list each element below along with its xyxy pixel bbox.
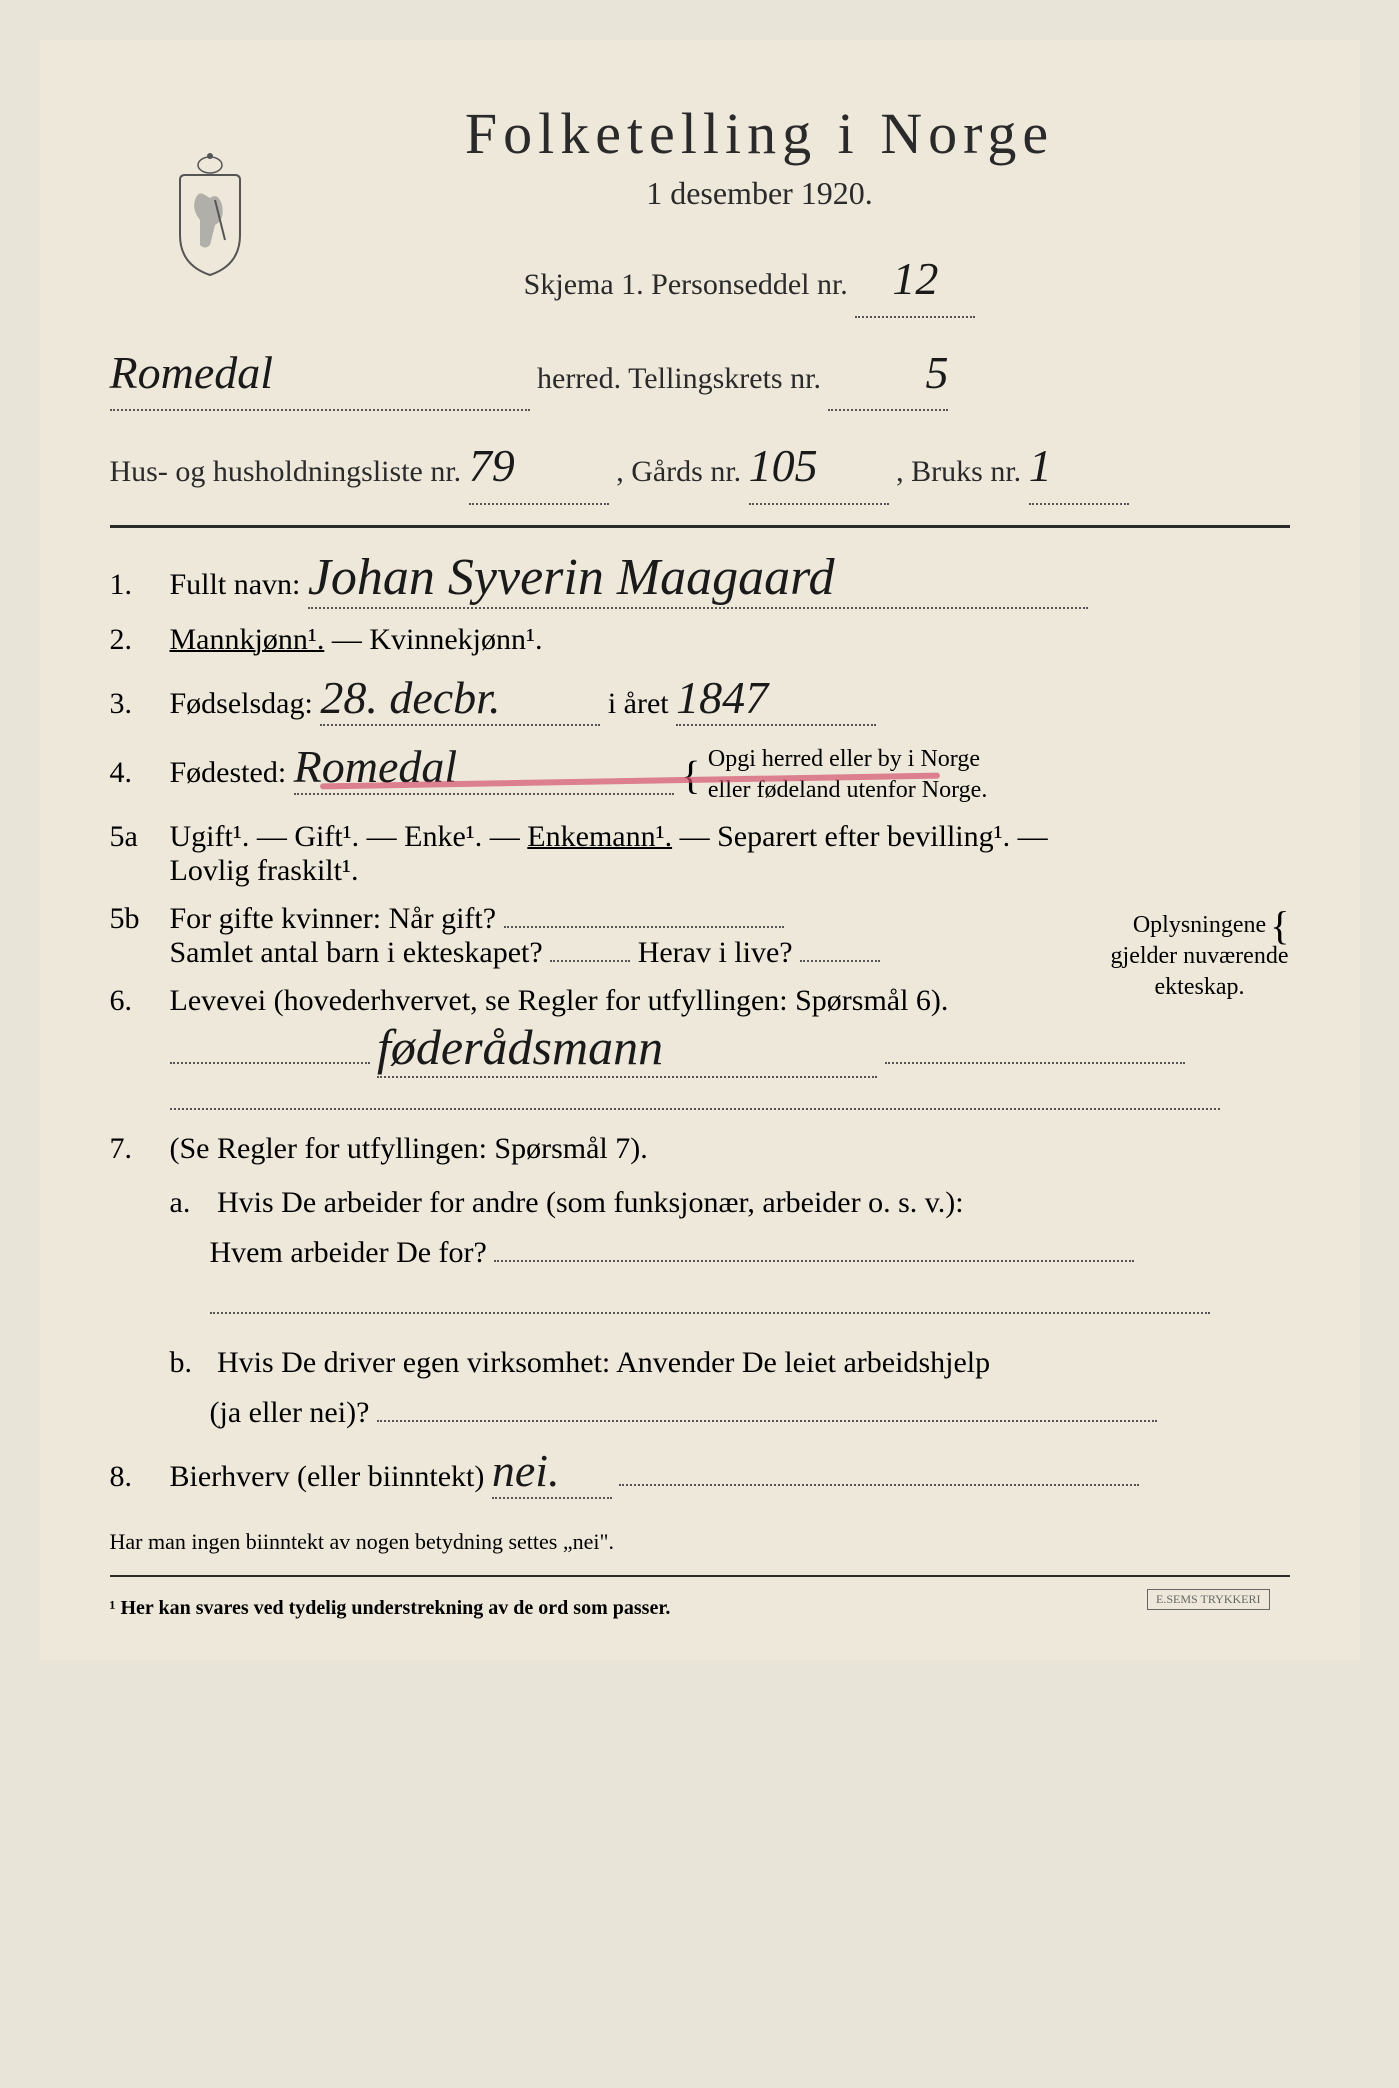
q5b-note3: ekteskap.: [1155, 974, 1245, 1000]
skjema-label: Skjema 1. Personseddel nr.: [524, 268, 848, 301]
q8-value: nei.: [492, 1444, 612, 1499]
q3-row: 3. Fødselsdag: 28. decbr. i året 1847: [110, 671, 1290, 726]
q7b-line2: (ja eller nei)?: [210, 1396, 370, 1429]
tellingskrets-nr: 5: [828, 336, 948, 412]
q7a-blank: [494, 1260, 1134, 1262]
bruks-nr: 1: [1029, 429, 1129, 505]
personseddel-nr: 12: [855, 242, 975, 318]
q5b-label1: For gifte kvinner: Når gift?: [170, 902, 497, 935]
q5a-ugift: Ugift¹.: [170, 820, 250, 853]
q6-num: 6.: [110, 984, 170, 1018]
q5b-label3: Herav i live?: [638, 936, 793, 969]
q5a-row: 5a Ugift¹. — Gift¹. — Enke¹. — Enkemann¹…: [110, 820, 1290, 888]
gards-label: , Gårds nr.: [616, 455, 741, 488]
q7b-blank: [377, 1420, 1157, 1422]
q4-num: 4.: [110, 756, 170, 790]
q7a-blank2: [210, 1286, 1210, 1314]
q5b-note1: Oplysningene: [1133, 912, 1266, 938]
skjema-line: Skjema 1. Personseddel nr. 12: [210, 242, 1290, 318]
q8-blank: [619, 1484, 1139, 1486]
q2-num: 2.: [110, 623, 170, 657]
q6-row: 6. Levevei (hovederhvervet, se Regler fo…: [110, 984, 1290, 1118]
q5a-num: 5a: [110, 820, 170, 854]
footnote-1: Har man ingen biinntekt av nogen betydni…: [110, 1529, 1290, 1555]
q7b-letter: b.: [170, 1346, 210, 1380]
q2-row: 2. Mannkjønn¹. — Kvinnekjønn¹.: [110, 623, 1290, 657]
q3-day: 28. decbr.: [320, 671, 600, 726]
q7a-line2: Hvem arbeider De for?: [210, 1236, 487, 1269]
q2-kvinne: Kvinnekjønn¹.: [369, 623, 542, 656]
main-title: Folketelling i Norge: [230, 100, 1290, 167]
q5a-gift: Gift¹.: [294, 820, 359, 853]
herred-label: herred. Tellingskrets nr.: [537, 362, 821, 395]
q5b-blank3: [800, 960, 880, 962]
q6-value: føderådsmann: [377, 1018, 877, 1078]
q5b-num: 5b: [110, 902, 170, 936]
bruks-label: , Bruks nr.: [896, 455, 1021, 488]
q3-num: 3.: [110, 687, 170, 721]
divider-bottom: [110, 1575, 1290, 1577]
q5b-note: Oplysningene gjelder nuværende ekteskap.: [1100, 910, 1300, 1004]
q1-row: 1. Fullt navn: Johan Syverin Maagaard: [110, 548, 1290, 609]
q8-row: 8. Bierhverv (eller biinntekt) nei.: [110, 1444, 1290, 1499]
q2-mann: Mannkjønn¹.: [170, 623, 325, 656]
divider-top: [110, 525, 1290, 528]
census-form-page: Folketelling i Norge 1 desember 1920. Sk…: [40, 40, 1360, 1660]
hus-label: Hus- og husholdningsliste nr.: [110, 455, 462, 488]
q8-label: Bierhverv (eller biinntekt): [170, 1460, 485, 1493]
title-block: Folketelling i Norge 1 desember 1920.: [230, 100, 1290, 212]
q7a-letter: a.: [170, 1186, 210, 1220]
q5b-blank1: [504, 926, 784, 928]
q3-mid: i året: [608, 687, 676, 720]
q5a-enkemann: Enkemann¹.: [527, 820, 672, 853]
printer-stamp: E.SEMS TRYKKERI: [1147, 1589, 1269, 1610]
gards-nr: 105: [749, 429, 889, 505]
q7-num: 7.: [110, 1132, 170, 1166]
brace-icon: {: [681, 752, 700, 797]
q3-year: 1847: [676, 671, 876, 726]
q5b-note2: gjelder nuværende: [1111, 943, 1289, 969]
q1-value: Johan Syverin Maagaard: [308, 548, 1088, 609]
q5a-enke: Enke¹.: [404, 820, 482, 853]
q4-label: Fødested:: [170, 756, 287, 789]
q3-label: Fødselsdag:: [170, 687, 313, 720]
q6-blank-line: [170, 1078, 1220, 1110]
q7a-line1: Hvis De arbeider for andre (som funksjon…: [217, 1186, 964, 1219]
q7b-line1: Hvis De driver egen virksomhet: Anvender…: [217, 1346, 990, 1379]
q5b-blank2: [550, 960, 630, 962]
subtitle: 1 desember 1920.: [230, 175, 1290, 212]
footnote-2: ¹ Her kan svares ved tydelig understrekn…: [110, 1597, 1290, 1620]
q6-label: Levevei (hovederhvervet, se Regler for u…: [170, 984, 949, 1017]
q2-dash: —: [332, 623, 370, 656]
herred-line: Romedal herred. Tellingskrets nr. 5: [110, 336, 1290, 412]
q4-note1: Opgi herred eller by i Norge: [708, 746, 980, 772]
hus-nr: 79: [469, 429, 609, 505]
q1-num: 1.: [110, 568, 170, 602]
q5b-label2: Samlet antal barn i ekteskapet?: [170, 936, 543, 969]
q4-row: 4. Fødested: Romedal { Opgi herred eller…: [110, 740, 1290, 806]
q5a-separert: Separert efter bevilling¹.: [717, 820, 1010, 853]
q8-num: 8.: [110, 1460, 170, 1494]
q5b-row: 5b For gifte kvinner: Når gift? { Oplysn…: [110, 902, 1290, 970]
q7-row: 7. (Se Regler for utfyllingen: Spørsmål …: [110, 1132, 1290, 1430]
herred-value: Romedal: [110, 336, 530, 412]
q7-label: (Se Regler for utfyllingen: Spørsmål 7).: [170, 1132, 648, 1165]
q5a-lovlig: Lovlig fraskilt¹.: [170, 854, 359, 887]
q1-label: Fullt navn:: [170, 568, 301, 601]
hus-line: Hus- og husholdningsliste nr. 79 , Gårds…: [110, 429, 1290, 505]
